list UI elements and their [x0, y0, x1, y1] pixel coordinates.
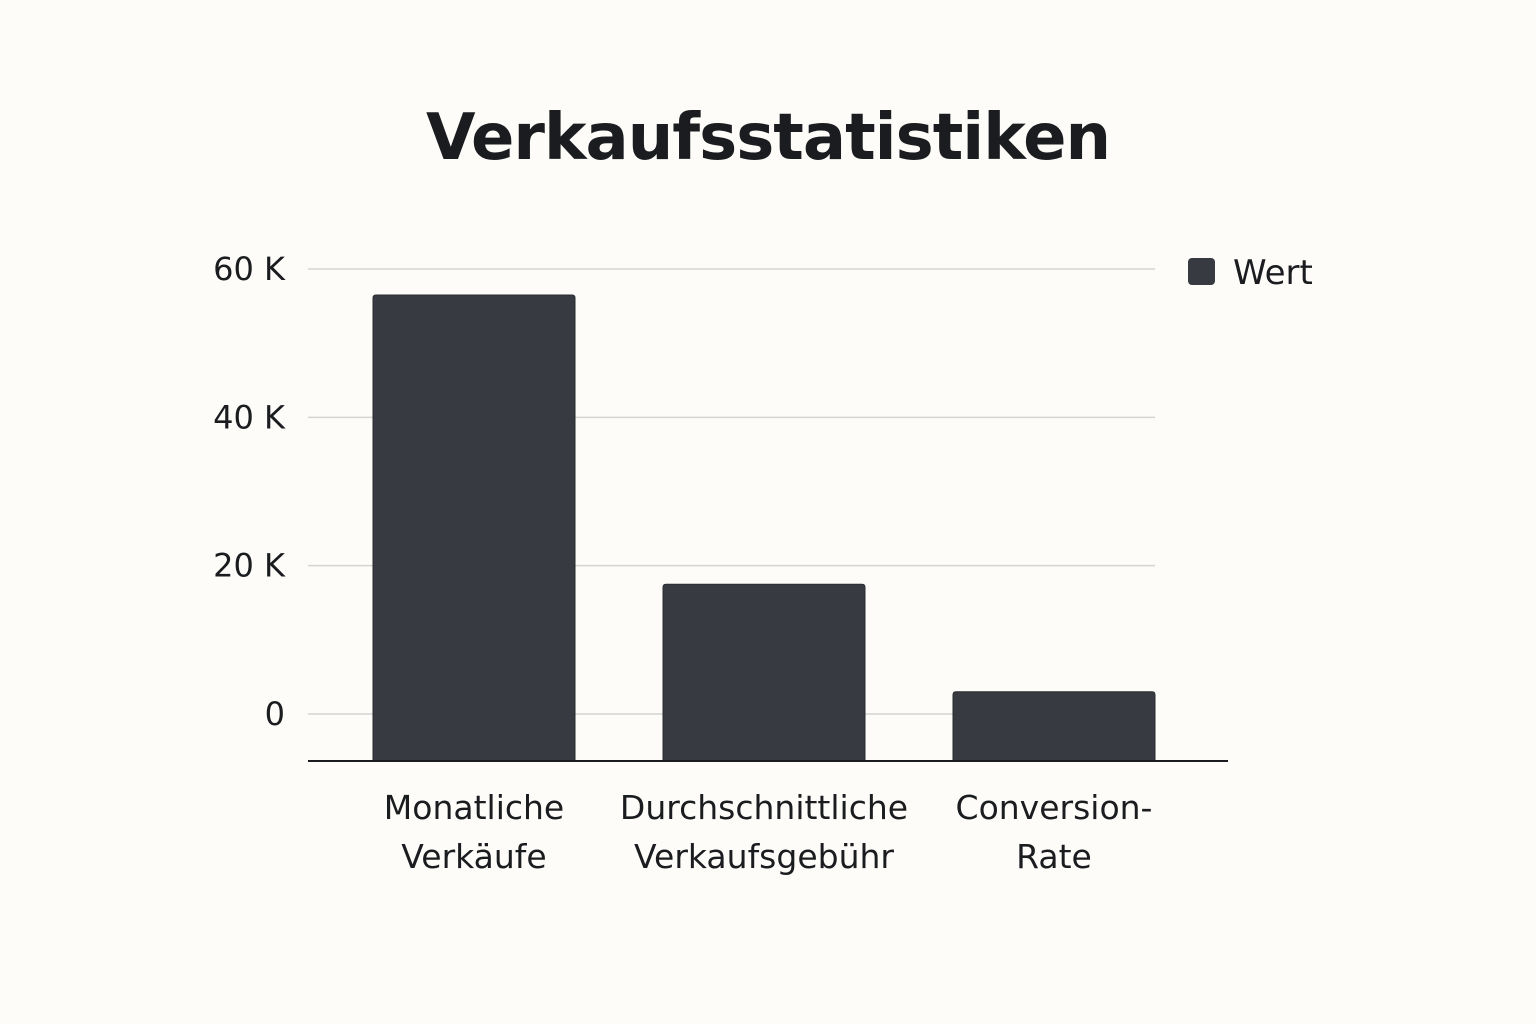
- x-tick-label: Rate: [1016, 837, 1092, 876]
- x-tick-label: Verkäufe: [401, 837, 546, 876]
- bar: [372, 294, 576, 762]
- y-tick-labels: 0 20 K 40 K 60 K: [213, 250, 286, 733]
- x-tick-label: Verkaufsgebühr: [634, 837, 894, 876]
- bars: [372, 294, 1156, 762]
- bar: [952, 691, 1156, 762]
- x-category-labels: Monatliche Verkäufe Durchschnittliche Verka…: [384, 788, 1153, 876]
- y-tick-label: 60 K: [213, 250, 286, 288]
- legend-swatch: [1188, 258, 1215, 285]
- bar: [662, 583, 866, 762]
- x-tick-label: Monatliche: [384, 788, 564, 827]
- x-tick-label: Conversion-: [956, 788, 1153, 827]
- y-tick-label: 20 K: [213, 547, 286, 585]
- chart-title: Verkaufsstatistiken: [425, 101, 1111, 175]
- legend: Wert: [1188, 253, 1313, 293]
- y-tick-label: 0: [265, 695, 285, 733]
- x-tick-label: Durchschnittliche: [620, 788, 908, 827]
- y-tick-label: 40 K: [213, 398, 286, 436]
- legend-label: Wert: [1233, 253, 1313, 293]
